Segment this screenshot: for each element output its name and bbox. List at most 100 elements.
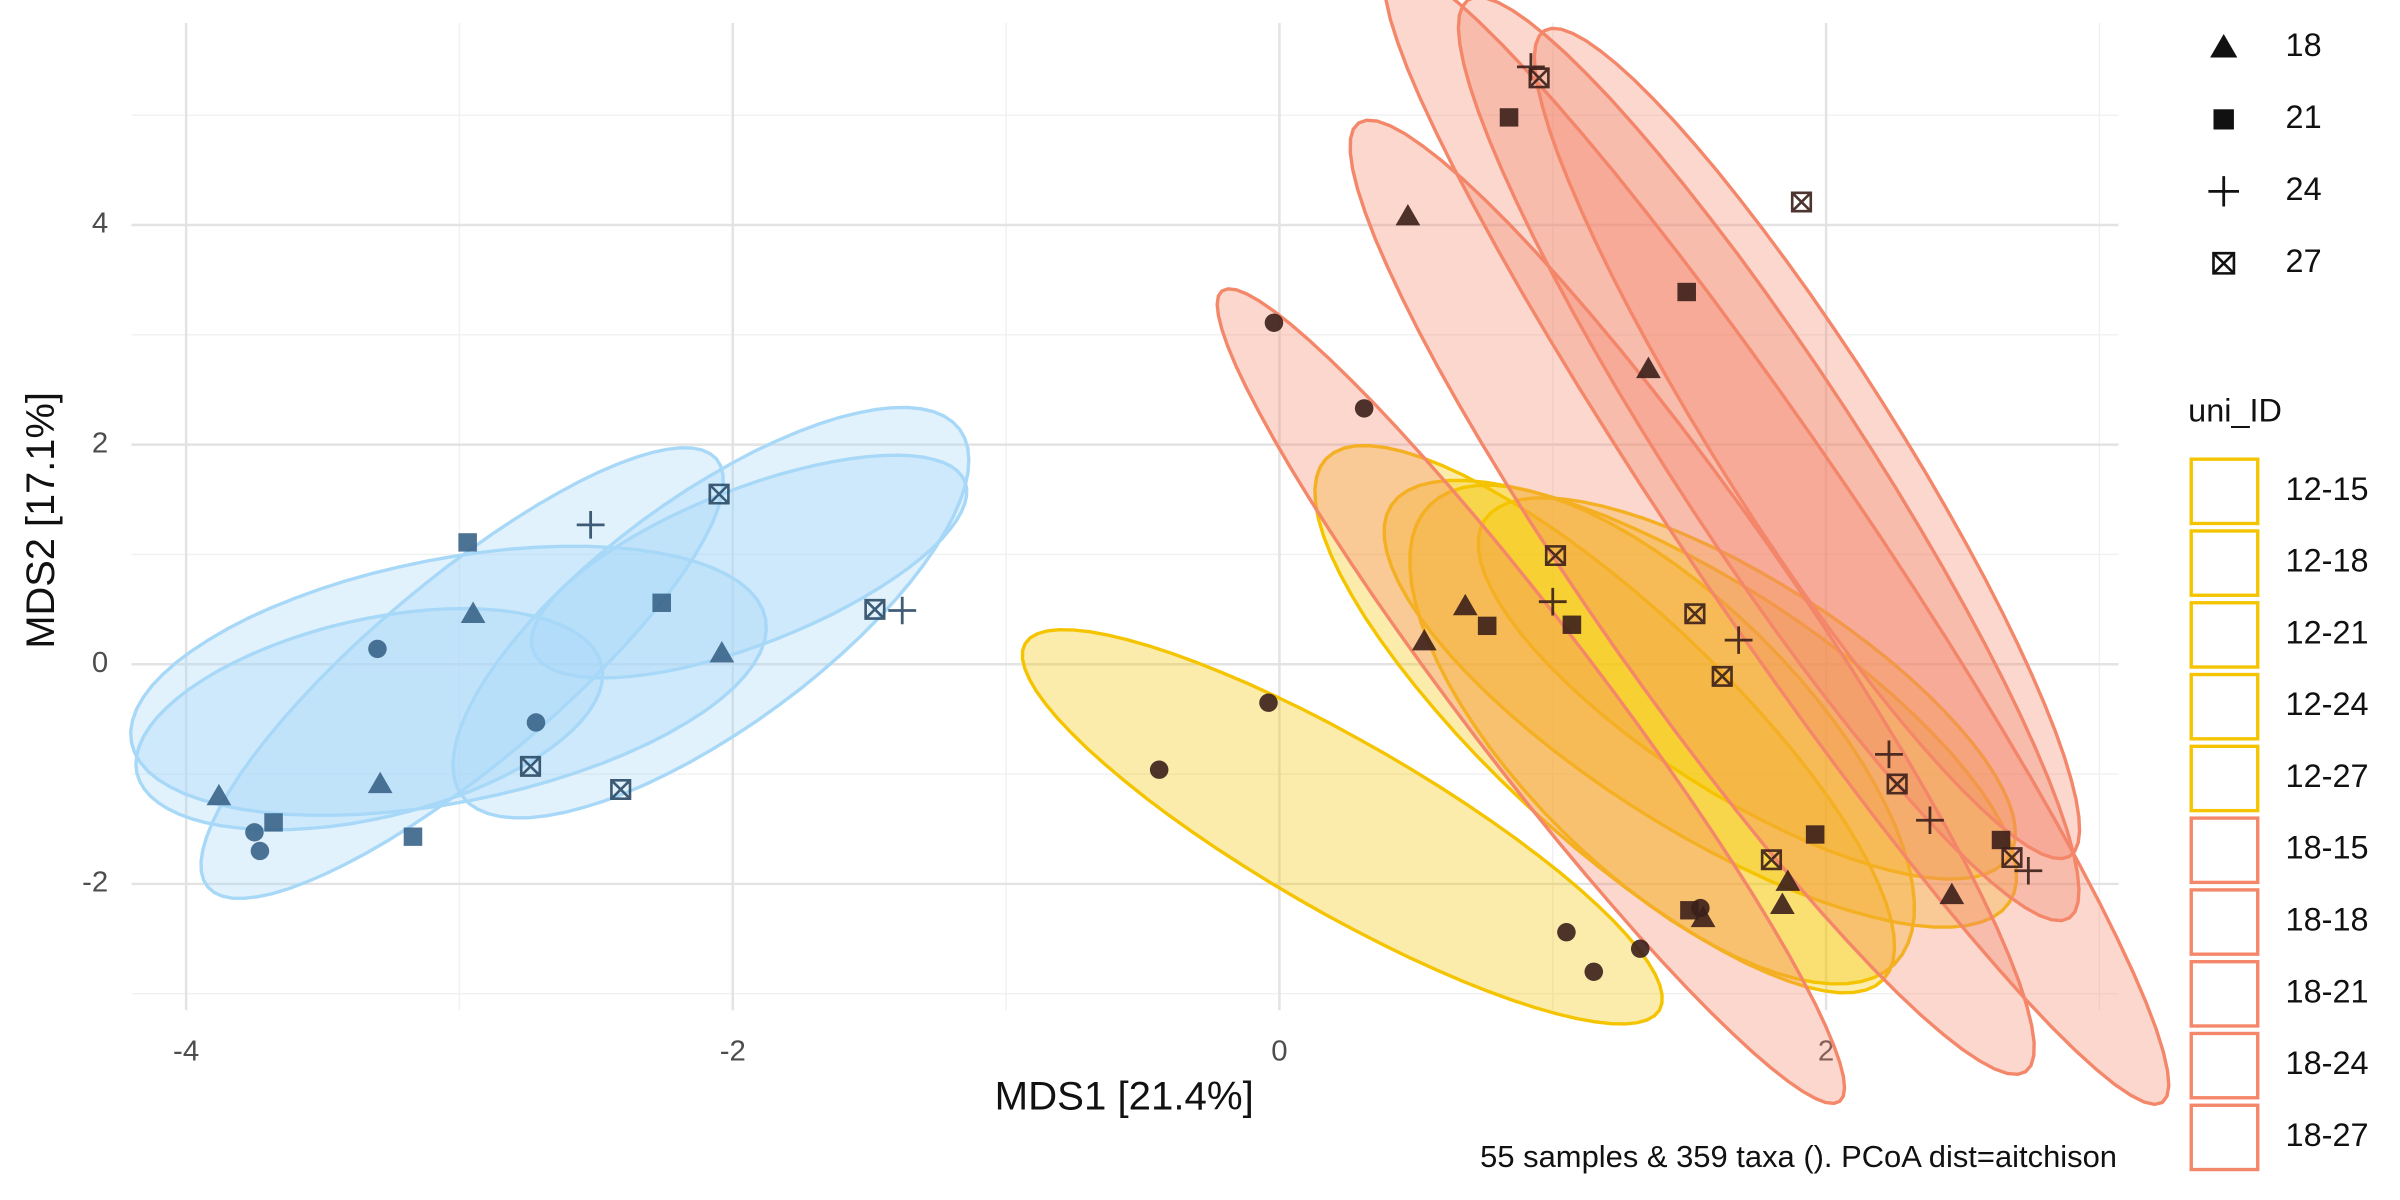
- legend-label: 18-27: [2286, 1117, 2369, 1153]
- confidence-ellipse: [1408, 483, 1916, 986]
- marker: [2213, 109, 2234, 130]
- legend-key: [2189, 1031, 2260, 1100]
- marker: [1354, 399, 1374, 418]
- point: [1149, 760, 1169, 779]
- legend-label: 12-21: [2286, 615, 2369, 651]
- confidence-ellipse: [1476, 496, 2017, 881]
- legend-label: 24: [2286, 171, 2322, 207]
- legend-key: [2189, 816, 2260, 885]
- marker: [368, 639, 387, 659]
- point: [1544, 545, 1567, 567]
- legend-label: 18-18: [2286, 902, 2369, 938]
- point: [1557, 923, 1576, 942]
- marker: [403, 827, 423, 846]
- legend-key: [2189, 888, 2260, 956]
- marker: [460, 601, 486, 623]
- point: [1690, 905, 1716, 928]
- y-tick-label: 4: [92, 208, 108, 240]
- point: [1528, 67, 1550, 89]
- y-axis-title: MDS2 [17.1%]: [19, 392, 63, 649]
- x-axis-title: MDS1 [21.4%]: [995, 1075, 1254, 1119]
- point: [1684, 603, 1706, 625]
- point: [1805, 825, 1825, 844]
- point: [709, 641, 735, 663]
- point: [519, 755, 542, 777]
- marker: [864, 598, 886, 620]
- marker: [1677, 282, 1696, 302]
- marker: [652, 593, 671, 612]
- legend-label: 12-18: [2286, 543, 2369, 579]
- marker: [1939, 882, 1965, 905]
- point: [1264, 313, 1284, 332]
- legend-key: [2189, 672, 2260, 741]
- marker: [1452, 593, 1478, 616]
- marker: [519, 755, 542, 777]
- point: [1584, 962, 1604, 981]
- marker: [709, 641, 735, 663]
- point: [526, 713, 546, 732]
- legend-label: 12-15: [2286, 471, 2369, 507]
- marker: [1760, 849, 1783, 871]
- point: [2212, 251, 2236, 275]
- point: [1775, 869, 1801, 891]
- marker: [576, 511, 605, 539]
- point: [1769, 892, 1795, 914]
- legend-label: 18: [2286, 27, 2322, 63]
- x-tick-label: 2: [1818, 1036, 1834, 1068]
- point: [2210, 33, 2238, 58]
- marker: [1499, 108, 1519, 127]
- point: [460, 601, 486, 623]
- marker: [1259, 693, 1278, 712]
- point: [1354, 399, 1374, 418]
- legend-title: uni_ID: [2188, 393, 2282, 429]
- confidence-ellipse: [1456, 0, 2081, 923]
- point: [1499, 108, 1519, 127]
- point: [1538, 587, 1567, 616]
- point: [1711, 665, 1733, 687]
- marker: [1769, 892, 1795, 914]
- marker: [1724, 626, 1753, 654]
- confidence-ellipse: [1382, 478, 2019, 929]
- legend-key: [2189, 744, 2260, 813]
- point: [610, 778, 632, 800]
- marker: [1149, 760, 1169, 779]
- marker: [1805, 825, 1825, 844]
- marker: [526, 713, 546, 732]
- legend-label: 27: [2286, 243, 2322, 279]
- marker: [264, 813, 283, 832]
- point: [250, 841, 270, 861]
- point: [2208, 176, 2240, 207]
- marker: [1538, 587, 1567, 616]
- point: [576, 511, 605, 539]
- legend-label: 18-15: [2286, 830, 2369, 866]
- legend-label: 18-21: [2286, 973, 2369, 1009]
- point: [1562, 615, 1582, 634]
- legend-key: [2189, 457, 2260, 526]
- point: [368, 639, 387, 659]
- point: [864, 598, 886, 620]
- point: [1259, 693, 1278, 712]
- point: [206, 783, 232, 806]
- legend-label: 12-24: [2286, 686, 2369, 722]
- confidence-ellipse: [451, 405, 971, 820]
- point: [1939, 882, 1965, 905]
- point: [1630, 939, 1650, 958]
- marker: [1636, 356, 1661, 379]
- y-tick-label: 2: [92, 427, 108, 459]
- confidence-ellipse: [1532, 26, 2082, 861]
- marker: [2212, 251, 2236, 275]
- legend-key: [2189, 529, 2260, 597]
- x-tick-label: -2: [720, 1036, 746, 1068]
- marker: [1411, 628, 1437, 651]
- marker: [1991, 830, 2011, 850]
- confidence-ellipse: [1215, 287, 1847, 1106]
- point: [367, 771, 393, 794]
- y-tick-label: -2: [82, 867, 108, 899]
- legend-key: [2189, 959, 2260, 1028]
- point: [403, 827, 423, 846]
- marker: [610, 778, 632, 800]
- point: [1477, 616, 1497, 636]
- marker: [458, 533, 477, 552]
- point: [1916, 806, 1944, 834]
- marker: [1690, 905, 1716, 928]
